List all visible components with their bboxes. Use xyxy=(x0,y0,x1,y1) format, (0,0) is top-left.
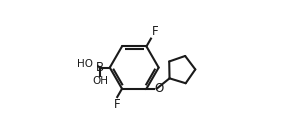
Text: OH: OH xyxy=(92,76,108,86)
Text: HO: HO xyxy=(77,59,93,69)
Text: O: O xyxy=(154,82,164,95)
Text: F: F xyxy=(114,98,120,111)
Text: B: B xyxy=(96,61,104,74)
Text: F: F xyxy=(151,25,158,38)
